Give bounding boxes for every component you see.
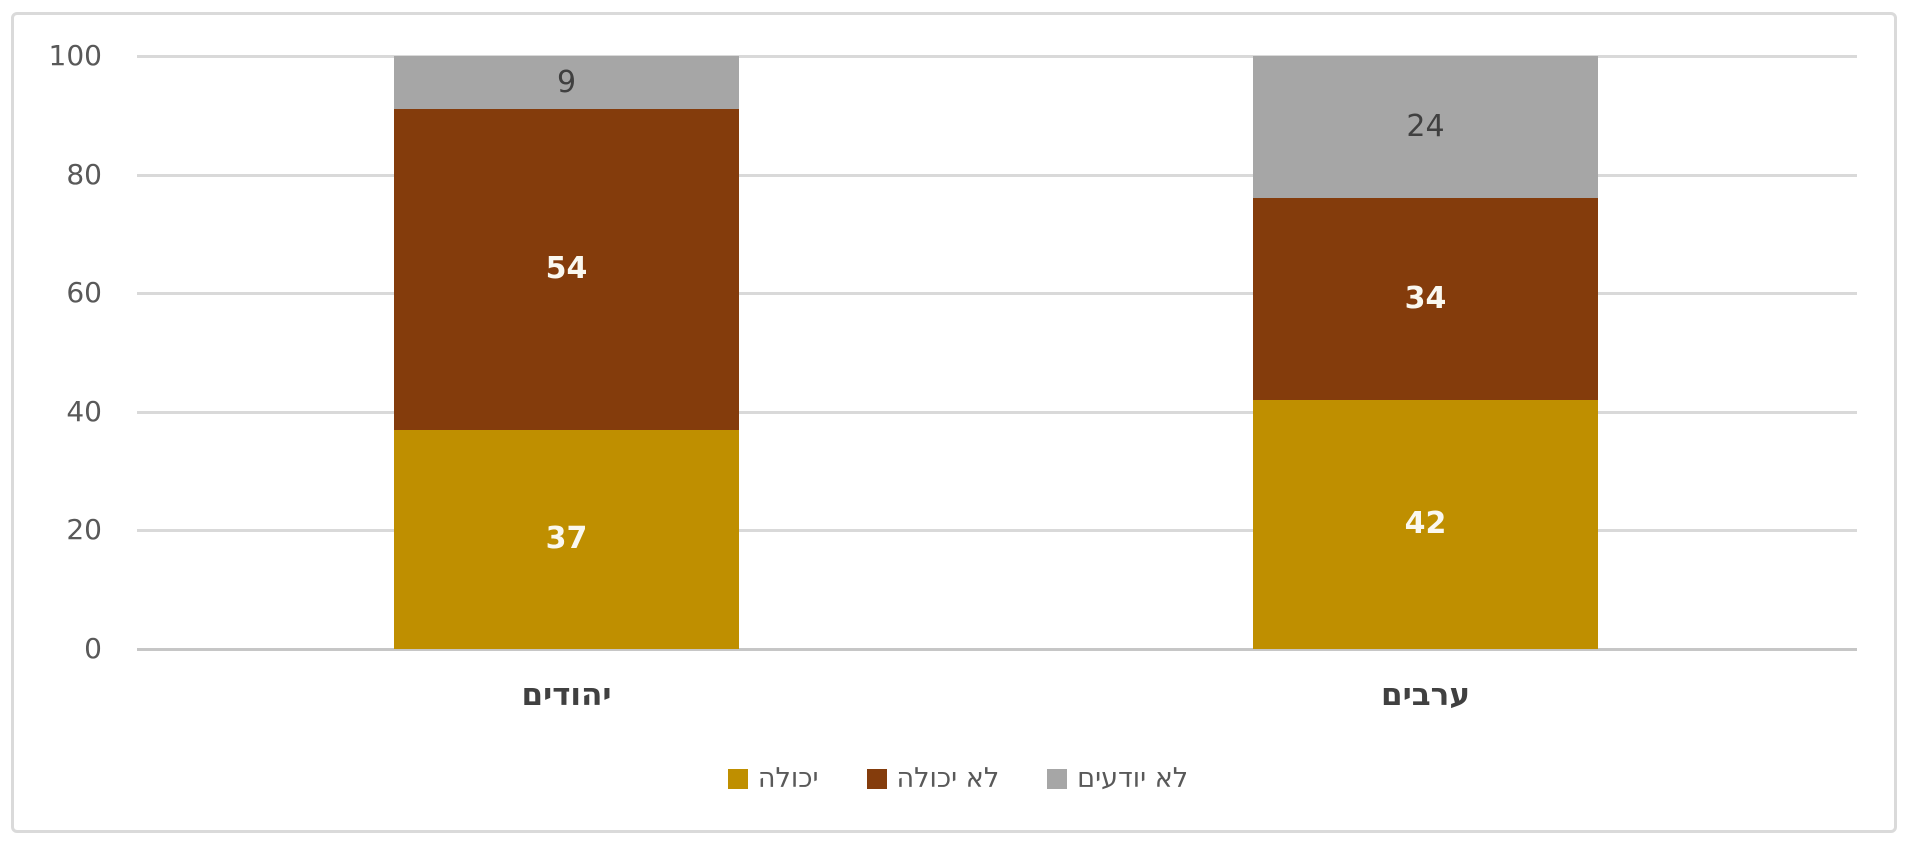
gridline-80 xyxy=(137,173,1857,177)
gridline-100 xyxy=(137,55,1857,58)
legend-swatch-icon xyxy=(727,769,748,789)
legend-label: יכולה xyxy=(757,763,819,794)
legend-swatch-icon xyxy=(1047,769,1068,789)
y-tick-label: 40 xyxy=(66,394,102,428)
segment-value-label: 37 xyxy=(545,521,588,557)
bar-segment-3-cat-2 xyxy=(1253,56,1598,199)
legend-item: לא יודעים xyxy=(1047,762,1188,796)
segment-value-label: 42 xyxy=(1404,506,1447,542)
bar-segment-2-cat-1 xyxy=(394,109,739,430)
y-tick-label: 80 xyxy=(66,157,102,191)
y-tick-label: 0 xyxy=(84,632,102,665)
segment-value-label: 34 xyxy=(1404,281,1447,317)
bar-segment-3-cat-1 xyxy=(394,56,739,110)
legend-item: לא יכולה xyxy=(866,762,1000,796)
gridline-40 xyxy=(137,410,1857,414)
segment-value-label: 54 xyxy=(545,251,588,287)
legend-item: יכולה xyxy=(727,762,819,796)
legend-label: לא יודעים xyxy=(1077,763,1189,794)
segment-value-label: 24 xyxy=(1406,109,1445,145)
legend-label: לא יכולה xyxy=(896,763,1000,794)
y-tick-label: 60 xyxy=(66,276,102,310)
chart-legend: יכולה לא יכולה לא יודעים xyxy=(0,762,1916,796)
category-label: ערבים xyxy=(1381,677,1470,713)
gridline-0 xyxy=(137,648,1857,651)
bar-segment-1-cat-2 xyxy=(1253,399,1598,649)
gridline-60 xyxy=(137,292,1857,296)
category-label: יהודים xyxy=(521,677,612,713)
segment-value-label: 9 xyxy=(556,64,577,100)
y-tick-label: 100 xyxy=(48,39,102,72)
bar-segment-1-cat-1 xyxy=(394,429,739,649)
y-tick-label: 20 xyxy=(66,513,102,547)
legend-swatch-icon xyxy=(866,769,887,789)
bar-segment-2-cat-2 xyxy=(1253,198,1598,400)
gridline-20 xyxy=(137,529,1857,533)
